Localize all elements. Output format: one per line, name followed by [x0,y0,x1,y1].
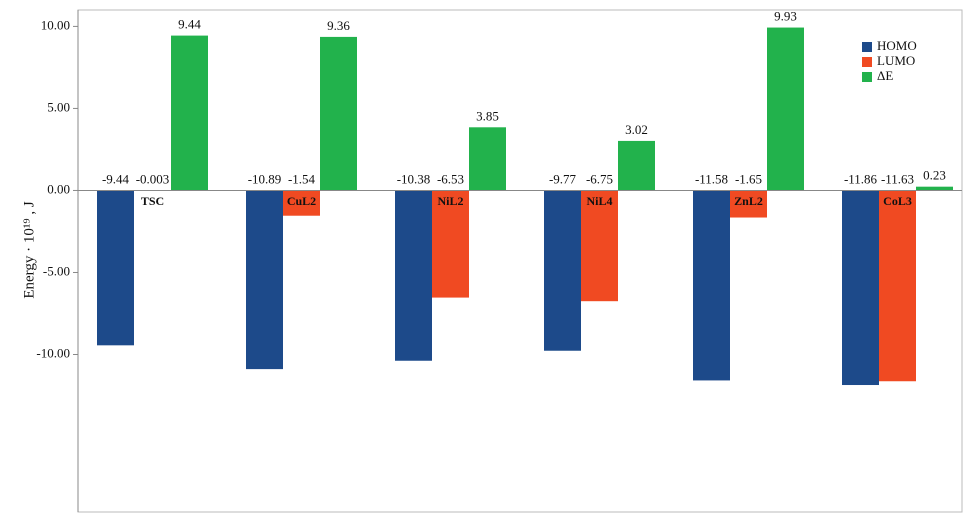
category-label: NiL2 [437,194,463,208]
legend-swatch [862,42,872,52]
bar [395,190,432,360]
value-label: -9.44 [102,171,130,186]
y-tick-label: 10.00 [41,17,70,32]
legend-swatch [862,57,872,67]
plot-frame [78,10,962,512]
value-label: -11.86 [844,171,878,186]
bar [916,187,953,191]
y-axis-label: Energy · 10¹⁹ , J [21,201,37,299]
value-label: -6.53 [437,171,464,186]
category-label: CuL2 [287,194,316,208]
legend-swatch [862,72,872,82]
value-label: -1.54 [288,171,316,186]
y-tick-label: -5.00 [43,263,70,278]
bar [842,190,879,385]
legend-label: HOMO [877,38,917,53]
y-tick-label: -10.00 [36,345,70,360]
value-label: 9.36 [327,18,350,33]
bar [618,141,655,191]
legend-label: ΔE [877,68,893,83]
y-tick-label: 0.00 [47,181,70,196]
bar [171,36,208,191]
legend-label: LUMO [877,53,915,68]
y-tick-label: 5.00 [47,99,70,114]
value-label: -11.58 [695,171,728,186]
value-label: 9.44 [178,17,201,32]
value-label: -1.65 [735,171,762,186]
bar [693,190,730,380]
value-label: 9.93 [774,9,797,24]
value-label: 3.02 [625,122,648,137]
value-label: -0.003 [136,171,170,186]
value-label: -9.77 [549,171,577,186]
category-label: ZnL2 [734,194,763,208]
bar [246,190,283,369]
category-label: NiL4 [586,194,612,208]
bar [879,190,916,381]
value-label: -11.63 [881,171,914,186]
bar [469,127,506,190]
bar [320,37,357,191]
category-label: CoL3 [883,194,912,208]
value-label: 3.85 [476,108,499,123]
value-label: -10.38 [397,171,431,186]
chart: Energy · 10¹⁹ , J -10.00 -5.00 0.00 5.00 10.… [0,0,966,515]
value-label: -6.75 [586,171,613,186]
bar [97,190,134,345]
value-label: -10.89 [248,171,282,186]
bar [544,190,581,350]
bar [767,28,804,191]
category-label: TSC [141,194,164,208]
value-label: 0.23 [923,168,946,183]
page: Energy · 10¹⁹ , J -10.00 -5.00 0.00 5.00 10.… [0,0,966,515]
